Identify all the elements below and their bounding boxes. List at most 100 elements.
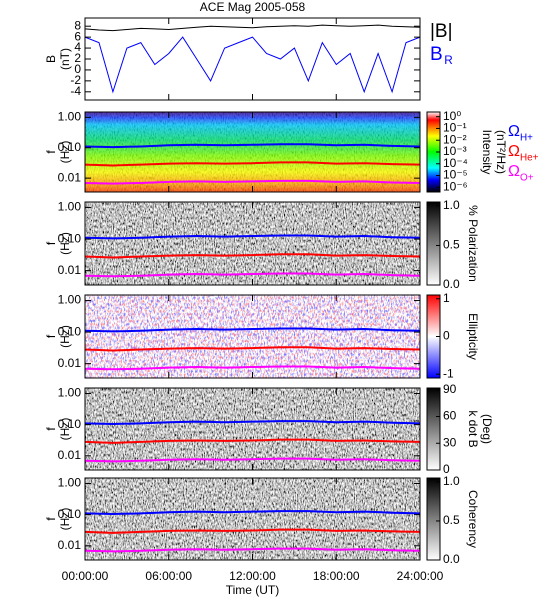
colorbar-label: Ellipticity	[466, 313, 480, 360]
colorbar-tick-label: 10⁻⁵	[443, 168, 468, 182]
y-tick-label: 0.10	[58, 231, 82, 245]
x-axis-label: Time (UT)	[226, 583, 280, 597]
y-tick-label: 0	[74, 62, 81, 76]
legend-label: Ω	[508, 143, 520, 160]
legend-label: B	[430, 44, 443, 65]
y-axis-label: f	[44, 517, 58, 521]
legend-subscript: R	[444, 54, 453, 67]
colorbar-tick-label: 0	[443, 462, 450, 476]
data-line	[84, 327, 421, 333]
y-axis-label: f	[44, 334, 58, 338]
y-tick-label: 0.10	[58, 140, 82, 154]
y-tick-label: 2	[74, 51, 81, 65]
colorbar-tick-label: 30	[443, 435, 457, 449]
legend-subscript: H+	[520, 133, 533, 144]
colorbar-tick-label: 10⁻⁶	[443, 179, 468, 193]
colorbar-label: (Deg)	[480, 414, 494, 444]
colorbar	[426, 201, 441, 286]
colorbar-label: k dot B	[466, 410, 480, 447]
legend-subscript: O+	[520, 173, 534, 184]
colorbar	[426, 387, 441, 471]
y-axis-label: f	[44, 150, 58, 154]
y-tick-label: 0.01	[58, 170, 82, 184]
colorbar-tick-label: 10⁻¹	[443, 121, 467, 135]
x-tick-label: 18:00:00	[313, 569, 360, 583]
y-axis-label: B	[44, 55, 58, 63]
x-tick-label: 00:00:00	[62, 569, 109, 583]
y-tick-label: 0.01	[58, 356, 82, 370]
spectrogram-texture	[85, 295, 420, 378]
data-line	[84, 24, 421, 32]
data-line	[84, 253, 421, 259]
colorbar-tick-label: 10⁰	[443, 109, 461, 123]
y-tick-label: 1.00	[58, 293, 82, 307]
y-tick-label: 0.01	[58, 263, 82, 277]
y-tick-label: 4	[74, 40, 81, 54]
spectrogram-texture	[85, 112, 420, 192]
data-line	[84, 272, 421, 278]
y-axis-label: (Hz)	[58, 418, 72, 441]
y-tick-label: 0.01	[58, 538, 82, 552]
spectrogram-texture	[85, 478, 420, 560]
data-line	[84, 547, 421, 553]
colorbar-tick-label: 10⁻⁴	[443, 156, 468, 170]
colorbar-tick-label: 0.5	[443, 513, 460, 527]
colorbar-tick-label: 10⁻³	[443, 144, 467, 158]
y-axis-label: f	[44, 241, 58, 245]
y-tick-label: 0.10	[58, 417, 82, 431]
chart-title: ACE Mag 2005-058	[200, 0, 306, 14]
data-line	[84, 161, 421, 167]
data-line	[84, 438, 421, 444]
legend-label: Ω	[508, 163, 520, 180]
colorbar-tick-label: -1	[443, 366, 454, 380]
y-tick-label: 1.00	[58, 476, 82, 490]
data-line	[84, 234, 421, 240]
data-line	[84, 346, 421, 352]
y-tick-label: 1.00	[58, 200, 82, 214]
data-line	[84, 143, 421, 149]
colorbar	[426, 477, 441, 561]
colorbar-label: Coherency	[466, 490, 480, 548]
y-axis-label: (Hz)	[58, 232, 72, 255]
colorbar-tick-label: 0.0	[443, 277, 460, 291]
data-line	[84, 510, 421, 516]
colorbar-tick-label: 0.5	[443, 238, 460, 252]
y-axis-label: f	[44, 427, 58, 431]
colorbar-tick-label: 60	[443, 409, 457, 423]
colorbar-tick-label: 0.0	[443, 552, 460, 566]
colorbar-tick-label: 1.0	[443, 474, 460, 488]
data-line	[84, 36, 421, 94]
legend-label: |B|	[430, 21, 453, 42]
colorbar-label: % Polarization	[466, 205, 480, 282]
plot-frame	[84, 17, 421, 101]
y-tick-label: 0.10	[58, 324, 82, 338]
legend-subscript: He+	[520, 153, 539, 164]
data-line	[84, 179, 421, 185]
y-tick-label: -2	[70, 73, 81, 87]
x-tick-label: 24:00:00	[397, 569, 444, 583]
colorbar-tick-label: 10⁻²	[443, 132, 467, 146]
y-axis-label: (Hz)	[58, 325, 72, 348]
colorbar-tick-label: 90	[443, 382, 457, 396]
x-tick-label: 12:00:00	[229, 569, 276, 583]
colorbar-label: (nT²/Hz)	[494, 130, 508, 174]
x-tick-label: 06:00:00	[145, 569, 192, 583]
data-line	[84, 365, 421, 371]
y-tick-label: -4	[70, 84, 81, 98]
data-line	[84, 420, 421, 426]
y-tick-label: 0.10	[58, 507, 82, 521]
colorbar-tick-label: 1.0	[443, 198, 460, 212]
y-axis-label: (nT)	[58, 48, 72, 70]
spectrogram-texture	[85, 202, 420, 285]
y-tick-label: 8	[74, 18, 81, 32]
spectrogram-texture	[85, 388, 420, 470]
y-tick-label: 1.00	[58, 386, 82, 400]
y-axis-label: (Hz)	[58, 141, 72, 164]
colorbar-tick-label: 0	[443, 329, 450, 343]
y-tick-label: 6	[74, 29, 81, 43]
data-line	[84, 457, 421, 463]
data-line	[84, 528, 421, 534]
y-tick-label: 1.00	[58, 110, 82, 124]
y-tick-label: 0.01	[58, 448, 82, 462]
